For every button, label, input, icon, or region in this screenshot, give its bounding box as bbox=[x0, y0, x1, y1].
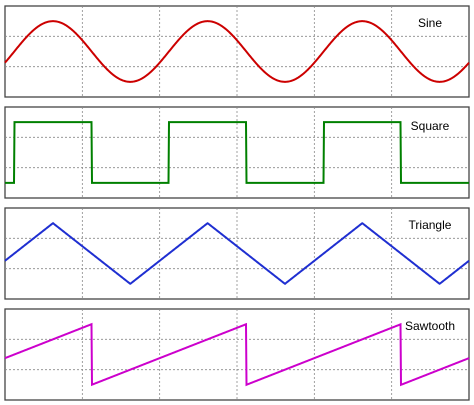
panel-sawtooth: Sawtooth bbox=[4, 308, 470, 401]
panel-label-triangle: Triangle bbox=[409, 218, 452, 232]
panel-grid bbox=[5, 107, 469, 198]
panel-label-sawtooth: Sawtooth bbox=[405, 319, 455, 333]
panel-grid bbox=[5, 208, 469, 299]
sawtooth-wave-line bbox=[4, 322, 470, 387]
triangle-wave-line bbox=[4, 221, 470, 286]
panel-square: Square bbox=[4, 106, 470, 199]
panel-grid bbox=[5, 309, 469, 400]
panel-label-square: Square bbox=[411, 119, 450, 133]
panel-label-sine: Sine bbox=[418, 16, 442, 30]
square-wave-line bbox=[5, 121, 469, 184]
panel-sine: Sine bbox=[4, 5, 470, 98]
panel-grid bbox=[5, 6, 469, 97]
sine-wave-line bbox=[4, 20, 470, 83]
panel-triangle: Triangle bbox=[4, 207, 470, 300]
